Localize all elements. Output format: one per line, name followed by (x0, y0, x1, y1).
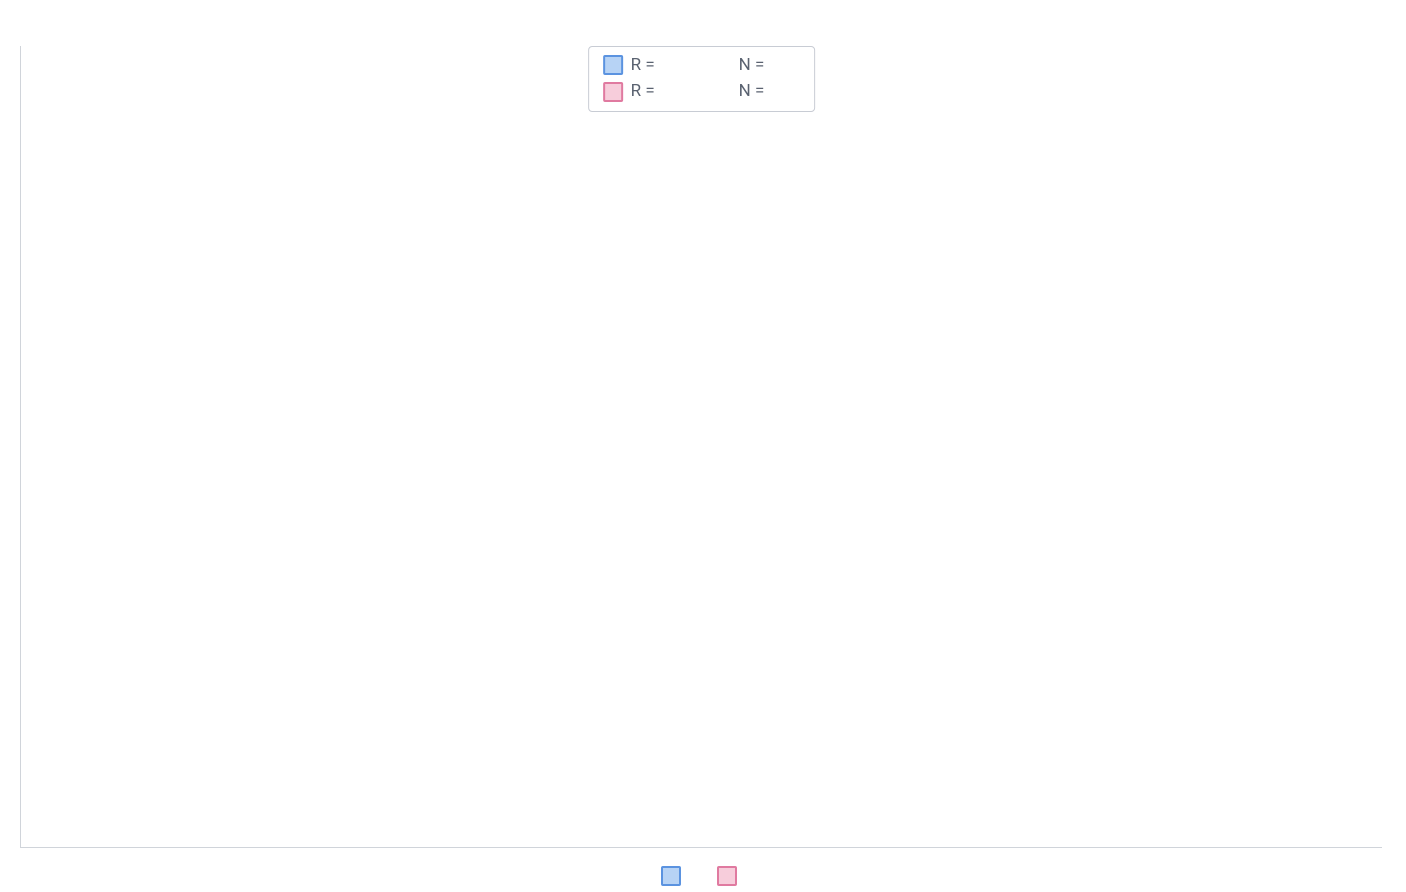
legend-item-nigerians (661, 866, 689, 886)
scatter-chart-svg (21, 46, 321, 196)
legend-swatch-nigerians (661, 866, 681, 886)
chart-plot-area: R = N = R = N = (20, 46, 1382, 848)
swatch-crow (603, 82, 623, 102)
stats-row-crow: R = N = (603, 78, 801, 104)
chart-legend (661, 866, 745, 886)
legend-item-crow (717, 866, 745, 886)
swatch-nigerians (603, 55, 623, 75)
chart-header (0, 0, 1406, 22)
stats-row-nigerians: R = N = (603, 52, 801, 78)
legend-swatch-crow (717, 866, 737, 886)
correlation-stats-box: R = N = R = N = (588, 46, 816, 112)
